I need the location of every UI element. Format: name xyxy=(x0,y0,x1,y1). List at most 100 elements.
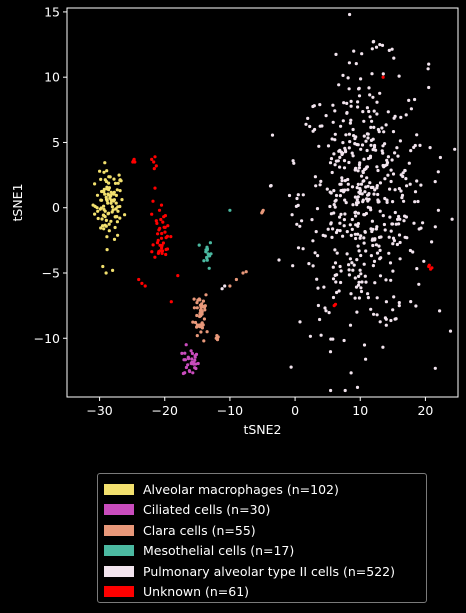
plot-area xyxy=(66,7,459,398)
point-pulmonary-alveolar-type-ii-cells xyxy=(332,211,336,215)
point-clara-cells xyxy=(234,277,238,282)
point-pulmonary-alveolar-type-ii-cells xyxy=(392,239,396,243)
point-pulmonary-alveolar-type-ii-cells xyxy=(397,222,401,226)
point-alveolar-macrophages xyxy=(105,169,109,173)
point-pulmonary-alveolar-type-ii-cells xyxy=(374,148,378,152)
point-alveolar-macrophages xyxy=(108,196,112,200)
point-pulmonary-alveolar-type-ii-cells xyxy=(419,183,423,187)
point-pulmonary-alveolar-type-ii-cells xyxy=(362,157,366,161)
point-pulmonary-alveolar-type-ii-cells xyxy=(367,109,371,114)
point-pulmonary-alveolar-type-ii-cells xyxy=(373,281,377,285)
point-mesothelial-cells xyxy=(228,208,232,212)
point-pulmonary-alveolar-type-ii-cells xyxy=(359,234,363,238)
point-clara-cells xyxy=(260,211,264,215)
point-pulmonary-alveolar-type-ii-cells xyxy=(291,159,295,163)
point-pulmonary-alveolar-type-ii-cells xyxy=(339,280,343,285)
point-unknown xyxy=(160,246,164,250)
point-pulmonary-alveolar-type-ii-cells xyxy=(339,269,343,273)
point-pulmonary-alveolar-type-ii-cells xyxy=(384,278,388,282)
point-pulmonary-alveolar-type-ii-cells xyxy=(427,85,431,90)
point-pulmonary-alveolar-type-ii-cells xyxy=(358,191,362,196)
point-pulmonary-alveolar-type-ii-cells xyxy=(348,257,352,261)
point-pulmonary-alveolar-type-ii-cells xyxy=(368,181,372,185)
point-pulmonary-alveolar-type-ii-cells xyxy=(348,323,353,327)
point-pulmonary-alveolar-type-ii-cells xyxy=(366,296,370,300)
point-pulmonary-alveolar-type-ii-cells xyxy=(349,371,353,375)
point-clara-cells xyxy=(214,336,218,340)
point-pulmonary-alveolar-type-ii-cells xyxy=(291,264,295,268)
point-pulmonary-alveolar-type-ii-cells xyxy=(384,323,388,327)
point-pulmonary-alveolar-type-ii-cells xyxy=(414,304,418,308)
point-pulmonary-alveolar-type-ii-cells xyxy=(373,188,377,192)
point-pulmonary-alveolar-type-ii-cells xyxy=(409,107,413,111)
point-alveolar-macrophages xyxy=(113,181,118,185)
point-alveolar-macrophages xyxy=(103,209,107,213)
point-pulmonary-alveolar-type-ii-cells xyxy=(335,290,339,295)
point-unknown xyxy=(132,157,136,161)
point-pulmonary-alveolar-type-ii-cells xyxy=(348,12,352,17)
point-pulmonary-alveolar-type-ii-cells xyxy=(314,184,318,188)
point-pulmonary-alveolar-type-ii-cells xyxy=(313,175,317,179)
point-alveolar-macrophages xyxy=(112,190,116,194)
point-pulmonary-alveolar-type-ii-cells xyxy=(374,227,378,231)
point-pulmonary-alveolar-type-ii-cells xyxy=(329,388,333,393)
legend-swatch xyxy=(104,565,134,577)
point-mesothelial-cells xyxy=(208,241,212,245)
point-unknown xyxy=(160,243,164,248)
point-alveolar-macrophages xyxy=(93,182,97,186)
point-pulmonary-alveolar-type-ii-cells xyxy=(350,151,354,155)
point-clara-cells xyxy=(201,299,205,303)
point-pulmonary-alveolar-type-ii-cells xyxy=(332,203,336,207)
point-pulmonary-alveolar-type-ii-cells xyxy=(298,224,302,228)
point-pulmonary-alveolar-type-ii-cells xyxy=(355,385,360,389)
point-pulmonary-alveolar-type-ii-cells xyxy=(395,146,399,150)
point-pulmonary-alveolar-type-ii-cells xyxy=(354,236,358,241)
point-pulmonary-alveolar-type-ii-cells xyxy=(353,166,358,171)
point-unknown xyxy=(163,214,167,218)
point-pulmonary-alveolar-type-ii-cells xyxy=(375,184,379,188)
point-pulmonary-alveolar-type-ii-cells xyxy=(318,103,322,107)
point-unknown xyxy=(427,263,431,267)
point-pulmonary-alveolar-type-ii-cells xyxy=(292,161,296,165)
legend-label: Ciliated cells (n=30) xyxy=(143,502,271,517)
point-clara-cells xyxy=(205,330,209,334)
point-pulmonary-alveolar-type-ii-cells xyxy=(362,134,366,138)
point-pulmonary-alveolar-type-ii-cells xyxy=(390,222,395,226)
point-pulmonary-alveolar-type-ii-cells xyxy=(330,170,334,175)
point-pulmonary-alveolar-type-ii-cells xyxy=(339,124,343,128)
point-alveolar-macrophages xyxy=(114,193,118,197)
point-pulmonary-alveolar-type-ii-cells xyxy=(369,307,373,311)
point-pulmonary-alveolar-type-ii-cells xyxy=(359,77,363,81)
point-pulmonary-alveolar-type-ii-cells xyxy=(357,274,361,278)
point-pulmonary-alveolar-type-ii-cells xyxy=(436,170,440,174)
point-pulmonary-alveolar-type-ii-cells xyxy=(300,219,304,223)
point-pulmonary-alveolar-type-ii-cells xyxy=(345,111,349,115)
legend-item: Pulmonary alveolar type II cells (n=522) xyxy=(104,562,395,580)
point-pulmonary-alveolar-type-ii-cells xyxy=(399,189,403,193)
point-pulmonary-alveolar-type-ii-cells xyxy=(355,310,359,314)
point-pulmonary-alveolar-type-ii-cells xyxy=(381,214,385,218)
point-pulmonary-alveolar-type-ii-cells xyxy=(331,265,335,269)
point-alveolar-macrophages xyxy=(118,178,122,182)
point-pulmonary-alveolar-type-ii-cells xyxy=(345,101,349,105)
point-pulmonary-alveolar-type-ii-cells xyxy=(324,114,328,118)
point-ciliated-cells xyxy=(184,343,188,347)
point-pulmonary-alveolar-type-ii-cells xyxy=(316,303,320,308)
point-pulmonary-alveolar-type-ii-cells xyxy=(359,286,363,290)
point-alveolar-macrophages xyxy=(103,192,107,196)
point-pulmonary-alveolar-type-ii-cells xyxy=(357,94,362,98)
point-pulmonary-alveolar-type-ii-cells xyxy=(356,105,360,109)
point-pulmonary-alveolar-type-ii-cells xyxy=(335,251,339,255)
point-pulmonary-alveolar-type-ii-cells xyxy=(339,150,344,154)
point-pulmonary-alveolar-type-ii-cells xyxy=(347,61,351,65)
point-pulmonary-alveolar-type-ii-cells xyxy=(370,47,374,51)
point-pulmonary-alveolar-type-ii-cells xyxy=(398,257,402,261)
point-pulmonary-alveolar-type-ii-cells xyxy=(384,123,388,127)
point-pulmonary-alveolar-type-ii-cells xyxy=(392,56,396,60)
legend: Alveolar macrophages (n=102) Ciliated cel… xyxy=(97,473,427,603)
point-pulmonary-alveolar-type-ii-cells xyxy=(370,119,374,123)
point-clara-cells xyxy=(202,339,206,343)
point-pulmonary-alveolar-type-ii-cells xyxy=(301,193,305,197)
point-pulmonary-alveolar-type-ii-cells xyxy=(346,177,350,182)
point-pulmonary-alveolar-type-ii-cells xyxy=(377,235,382,239)
